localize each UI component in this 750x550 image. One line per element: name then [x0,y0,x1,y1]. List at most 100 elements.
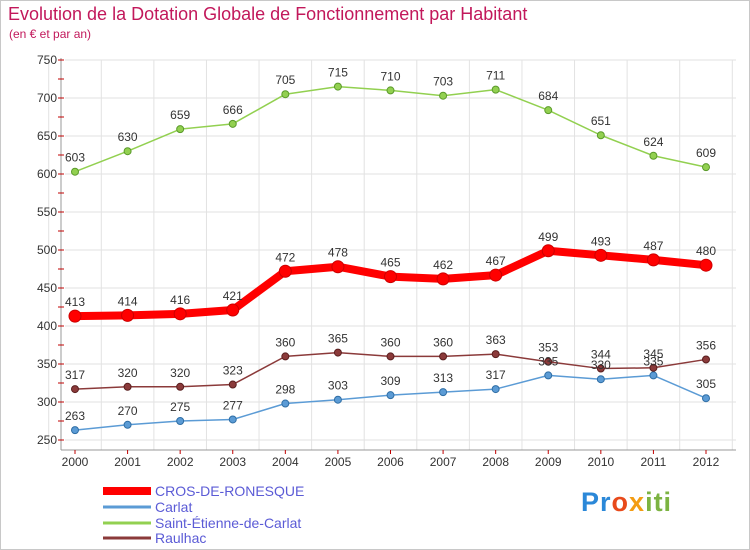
data-point [386,391,395,400]
data-label: 345 [643,347,663,361]
data-label: 365 [328,332,348,346]
legend-label-0: CROS-DE-RONESQUE [155,483,304,499]
data-point [68,309,82,323]
data-label: 603 [65,151,85,165]
data-label: 413 [65,295,85,309]
data-label: 710 [380,69,400,83]
x-tick-label: 2010 [587,455,614,469]
data-point [228,119,237,128]
data-label: 478 [328,246,348,260]
x-tick-label: 2007 [430,455,457,469]
y-tick-label: 550 [37,205,57,219]
y-tick-label: 650 [37,129,57,143]
data-point [491,85,500,94]
data-point [596,131,605,140]
data-point [71,385,79,394]
data-point [228,380,237,389]
data-label: 630 [118,130,138,144]
y-tick-label: 350 [37,357,57,371]
data-point [281,399,290,408]
data-label: 335 [643,354,663,368]
data-label: 462 [433,258,453,272]
data-label: 715 [328,66,348,80]
data-label: 360 [433,335,453,349]
data-label: 659 [170,108,190,122]
data-label: 414 [118,294,138,308]
data-label: 317 [65,368,85,382]
data-point [384,270,397,284]
data-point [71,167,79,176]
x-tick-label: 2008 [482,455,509,469]
series-line-2 [74,85,707,173]
chart-title: Evolution de la Dotation Globale de Fonc… [8,4,528,24]
data-point [649,363,658,372]
data-label: 684 [538,89,558,103]
data-label: 303 [328,379,348,393]
data-label: 356 [696,338,716,352]
data-point [491,385,500,394]
y-tick-label: 300 [37,395,57,409]
data-point [541,244,555,258]
data-point [228,415,237,424]
data-label: 493 [591,234,611,248]
y-tick-label: 700 [37,91,57,105]
x-tick-label: 2004 [272,455,299,469]
data-label: 703 [433,75,453,89]
data-point [176,417,185,425]
data-point [123,420,132,429]
data-point [649,151,658,160]
data-label: 472 [275,250,295,264]
data-label: 651 [591,114,611,128]
x-tick-label: 2001 [114,455,141,469]
data-label: 487 [643,239,663,253]
data-point [544,106,553,115]
y-tick-label: 500 [37,243,57,257]
x-tick-label: 2012 [693,455,720,469]
data-label: 465 [380,256,400,270]
data-point [386,352,395,361]
legend-label-1: Carlat [155,499,192,515]
data-point [702,163,710,172]
data-label: 305 [696,377,716,391]
data-label: 263 [65,409,85,423]
data-label: 666 [223,103,243,117]
y-tick-label: 250 [37,433,57,447]
data-point [71,426,79,435]
data-label: 363 [486,333,506,347]
data-point [331,260,345,274]
data-label: 467 [486,254,506,268]
data-label: 711 [486,69,505,83]
data-label: 416 [170,293,190,307]
data-point [544,357,553,366]
data-point [333,395,342,404]
data-point [226,303,240,317]
data-label: 480 [696,244,716,258]
x-tick-label: 2005 [325,455,352,469]
data-point [646,253,660,267]
y-tick-label: 450 [37,281,57,295]
data-label: 499 [538,230,558,244]
data-point [121,308,135,322]
legend-label-2: Saint-Étienne-de-Carlat [155,515,301,531]
data-point [176,125,185,134]
data-label: 277 [223,398,243,412]
data-label: 335 [538,354,558,368]
data-label: 298 [275,383,295,397]
data-point [439,352,448,361]
data-point [386,86,395,95]
data-point [699,258,713,272]
data-point [281,352,290,361]
data-label: 353 [538,341,558,355]
x-tick-label: 2009 [535,455,562,469]
data-point [439,91,448,100]
data-label: 320 [118,366,138,380]
data-point [491,350,500,359]
data-point [702,355,710,364]
data-point [649,371,658,380]
data-point [176,382,185,391]
data-label: 705 [275,73,295,87]
data-point [594,248,608,262]
data-label: 313 [433,371,453,385]
x-tick-label: 2003 [219,455,246,469]
